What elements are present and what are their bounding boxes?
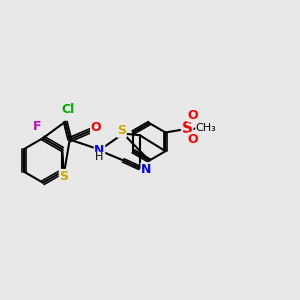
Text: H: H bbox=[95, 152, 104, 162]
Text: S: S bbox=[59, 169, 68, 182]
Text: S: S bbox=[182, 121, 193, 136]
Text: Cl: Cl bbox=[61, 103, 75, 116]
Text: O: O bbox=[91, 121, 101, 134]
Text: F: F bbox=[33, 120, 41, 133]
Text: O: O bbox=[188, 109, 198, 122]
Text: O: O bbox=[188, 133, 198, 146]
Text: S: S bbox=[117, 124, 126, 137]
Text: CH₃: CH₃ bbox=[196, 123, 217, 133]
Text: N: N bbox=[141, 163, 152, 176]
Text: N: N bbox=[94, 143, 105, 157]
